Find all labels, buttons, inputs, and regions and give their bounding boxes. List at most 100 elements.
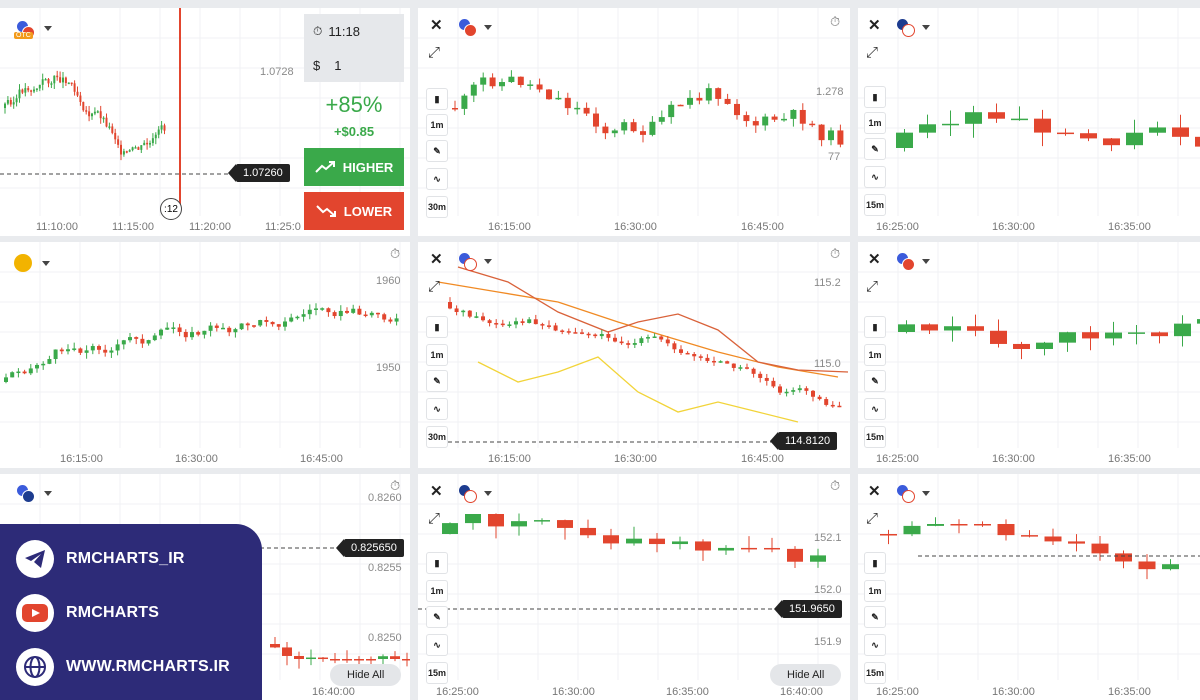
- timer-icon[interactable]: ⏱: [830, 14, 841, 29]
- expand-icon[interactable]: ⤢: [428, 278, 441, 295]
- candle: [811, 390, 815, 397]
- asset-flag-icon[interactable]: [458, 484, 477, 503]
- expiry-time-field[interactable]: ⏱ 11:18: [304, 14, 404, 48]
- candle: [72, 348, 77, 350]
- candle: [171, 327, 176, 329]
- asset-dropdown-icon[interactable]: [922, 491, 930, 496]
- candle: [41, 79, 44, 85]
- candle: [621, 122, 628, 131]
- close-icon[interactable]: ✕: [430, 17, 443, 34]
- expand-icon[interactable]: ⤢: [866, 44, 879, 61]
- candle: [33, 89, 35, 92]
- asset-dropdown-icon[interactable]: [922, 259, 930, 264]
- expand-icon[interactable]: ⤢: [428, 44, 441, 61]
- timer-icon[interactable]: ⏱: [830, 478, 841, 493]
- expand-icon[interactable]: ⤢: [428, 510, 441, 527]
- close-icon[interactable]: ✕: [430, 251, 443, 268]
- higher-button[interactable]: HIGHER: [304, 148, 404, 186]
- currency-symbol: $: [313, 57, 321, 73]
- asset-flag-icon[interactable]: [458, 252, 477, 271]
- candle: [751, 368, 756, 374]
- trade-amount-field[interactable]: $1: [304, 48, 404, 82]
- y-tick: 1950: [376, 362, 401, 374]
- draw-tool-icon[interactable]: ✎: [426, 370, 448, 392]
- youtube-row[interactable]: RMCHARTS: [16, 594, 159, 632]
- timeframe-button[interactable]: 1m: [426, 114, 448, 136]
- asset-flag-icon[interactable]: [896, 252, 915, 271]
- asset-dropdown-icon[interactable]: [922, 25, 930, 30]
- indicator-tool-icon[interactable]: ∿: [864, 166, 886, 188]
- timer-icon[interactable]: ⏱: [830, 246, 841, 261]
- asset-dropdown-icon[interactable]: [484, 491, 492, 496]
- candle-period-button[interactable]: 15m: [864, 194, 886, 216]
- candle-period-button[interactable]: 30m: [426, 196, 448, 218]
- close-icon[interactable]: ✕: [430, 483, 443, 500]
- asset-flag-icon[interactable]: [458, 18, 477, 37]
- draw-tool-icon[interactable]: ✎: [864, 370, 886, 392]
- timeframe-button[interactable]: 1m: [864, 580, 886, 602]
- candle: [1036, 342, 1053, 349]
- x-tick: 16:40:00: [312, 686, 355, 698]
- timeframe-button[interactable]: 1m: [426, 344, 448, 366]
- asset-dropdown-icon[interactable]: [42, 261, 50, 266]
- draw-tool-icon[interactable]: ✎: [864, 606, 886, 628]
- close-icon[interactable]: ✕: [868, 251, 881, 268]
- candle-type-tool-icon[interactable]: ▮: [426, 552, 448, 574]
- lower-button[interactable]: LOWER: [304, 192, 404, 230]
- hide-all-button[interactable]: Hide All: [770, 664, 842, 686]
- indicator-tool-icon[interactable]: ∿: [864, 634, 886, 656]
- candle: [4, 377, 8, 382]
- candle: [137, 147, 140, 150]
- candle-period-button[interactable]: 15m: [864, 426, 886, 448]
- candle-type-tool-icon[interactable]: ▮: [426, 88, 448, 110]
- asset-flag-icon[interactable]: [16, 484, 35, 503]
- y-tick: 1.278: [816, 86, 844, 98]
- draw-tool-icon[interactable]: ✎: [426, 140, 448, 162]
- gold-asset-icon[interactable]: [14, 254, 32, 272]
- timeframe-button[interactable]: 1m: [426, 580, 448, 602]
- candle: [22, 371, 27, 374]
- website-row[interactable]: WWW.RMCHARTS.IR: [16, 648, 230, 686]
- timer-icon[interactable]: ⏱: [390, 478, 401, 493]
- candle: [919, 124, 936, 133]
- close-icon[interactable]: ✕: [868, 483, 881, 500]
- expand-icon[interactable]: ⤢: [866, 510, 879, 527]
- candle: [1021, 535, 1038, 537]
- candle: [157, 129, 160, 135]
- indicator-tool-icon[interactable]: ∿: [426, 168, 448, 190]
- draw-tool-icon[interactable]: ✎: [864, 138, 886, 160]
- candle: [880, 534, 897, 536]
- timer-icon[interactable]: ⏱: [390, 246, 401, 261]
- x-tick: 16:30:00: [992, 453, 1035, 465]
- indicator-tool-icon[interactable]: ∿: [426, 634, 448, 656]
- candle: [741, 547, 757, 550]
- asset-flag-icon[interactable]: [896, 484, 915, 503]
- hide-all-button[interactable]: Hide All: [330, 664, 402, 686]
- asset-dropdown-icon[interactable]: [484, 25, 492, 30]
- draw-tool-icon[interactable]: ✎: [426, 606, 448, 628]
- telegram-icon: [16, 540, 54, 578]
- candle-period-button[interactable]: 30m: [426, 426, 448, 448]
- candle: [639, 338, 644, 344]
- close-icon[interactable]: ✕: [868, 17, 881, 34]
- y-tick: 115.0: [814, 358, 841, 370]
- candle-period-button[interactable]: 15m: [864, 662, 886, 684]
- asset-flag-icon[interactable]: [896, 18, 915, 37]
- candle-type-tool-icon[interactable]: ▮: [864, 86, 886, 108]
- candle: [921, 324, 938, 331]
- candle-type-tool-icon[interactable]: ▮: [864, 316, 886, 338]
- telegram-row[interactable]: RMCHARTS_IR: [16, 540, 185, 578]
- asset-dropdown-icon[interactable]: [44, 26, 52, 31]
- expand-icon[interactable]: ⤢: [866, 278, 879, 295]
- asset-dropdown-icon[interactable]: [44, 491, 52, 496]
- indicator-tool-icon[interactable]: ∿: [864, 398, 886, 420]
- candle: [752, 121, 759, 126]
- candle-type-tool-icon[interactable]: ▮: [864, 552, 886, 574]
- timeframe-button[interactable]: 1m: [864, 344, 886, 366]
- candle-period-button[interactable]: 15m: [426, 662, 448, 684]
- asset-dropdown-icon[interactable]: [484, 259, 492, 264]
- timeframe-button[interactable]: 1m: [864, 112, 886, 134]
- candle-type-tool-icon[interactable]: ▮: [426, 316, 448, 338]
- indicator-tool-icon[interactable]: ∿: [426, 398, 448, 420]
- candle: [630, 122, 637, 132]
